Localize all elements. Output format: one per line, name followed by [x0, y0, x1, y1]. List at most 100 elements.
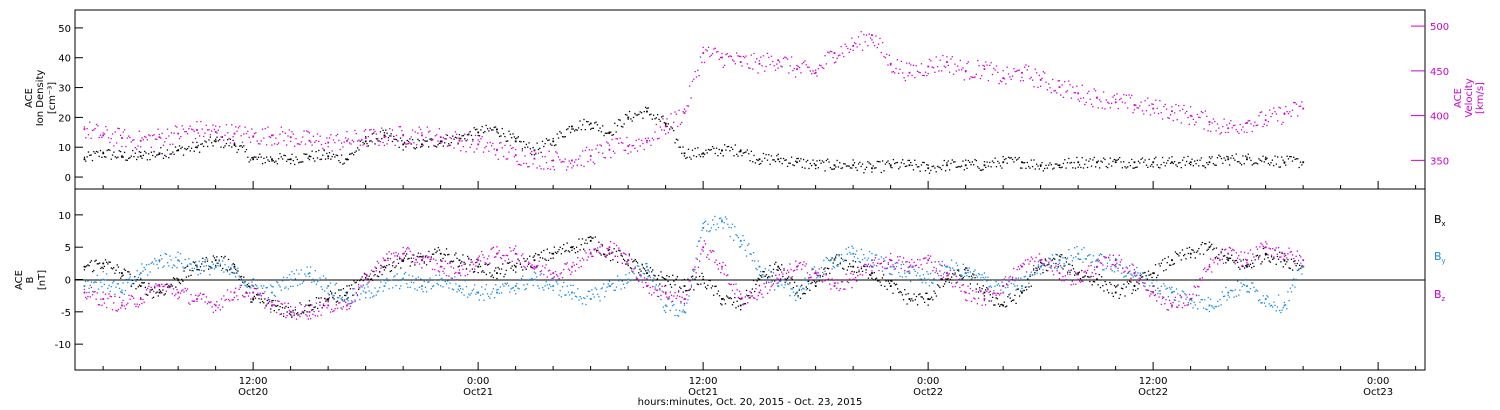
- ion-density-sample: [827, 158, 829, 160]
- ion-density-sample: [1198, 165, 1200, 167]
- velocity-sample: [778, 61, 781, 63]
- by-sample: [86, 291, 88, 294]
- bz-sample: [611, 251, 613, 254]
- by-sample: [1092, 255, 1095, 257]
- bx-sample: [478, 263, 480, 265]
- bz-sample: [615, 244, 618, 247]
- bx-sample: [1174, 251, 1177, 253]
- by-sample: [567, 291, 570, 293]
- velocity-sample: [690, 97, 692, 99]
- velocity-sample: [851, 37, 853, 39]
- bx-sample: [880, 284, 882, 287]
- ion-density-sample: [249, 159, 252, 161]
- velocity-sample: [694, 70, 696, 73]
- ion-density-sample: [243, 145, 245, 147]
- bx-sample: [456, 257, 458, 260]
- ion-density-sample: [912, 169, 915, 171]
- ion-density-sample: [639, 111, 641, 113]
- bz-sample: [282, 313, 285, 315]
- bz-point: [871, 265, 873, 268]
- ion-density-sample: [900, 162, 903, 164]
- by-sample: [1018, 279, 1021, 282]
- ion-density-sample: [450, 141, 453, 144]
- bz-sample: [709, 250, 711, 252]
- bz-sample: [247, 295, 250, 297]
- bx-sample: [851, 270, 853, 273]
- bx-sample: [902, 299, 905, 301]
- bz-sample: [193, 300, 196, 302]
- velocity-sample: [366, 145, 368, 147]
- bz-sample: [430, 258, 432, 260]
- by-sample: [557, 283, 559, 285]
- bx-sample: [1282, 266, 1284, 268]
- bz-point: [233, 291, 236, 294]
- ion-density-sample: [334, 156, 336, 158]
- by-sample: [1164, 285, 1166, 287]
- velocity-sample: [129, 136, 131, 139]
- velocity-sample: [1207, 130, 1209, 132]
- by-sample: [343, 300, 346, 302]
- by-sample: [929, 272, 932, 275]
- by-sample: [451, 288, 454, 290]
- velocity-sample: [1230, 120, 1232, 122]
- velocity-sample: [983, 65, 986, 67]
- bx-sample: [1023, 289, 1025, 292]
- bx-sample: [382, 266, 384, 268]
- by-sample: [400, 285, 402, 287]
- bx-sample: [236, 272, 238, 274]
- by-sample: [1207, 296, 1209, 299]
- bz-sample: [863, 264, 865, 267]
- by-sample: [414, 288, 416, 290]
- bz-sample: [878, 269, 880, 272]
- bx-sample: [947, 277, 949, 280]
- bz-sample: [819, 275, 822, 277]
- bx-sample: [372, 279, 374, 281]
- bx-point: [1246, 265, 1248, 268]
- velocity-sample: [853, 42, 856, 44]
- ion-density-sample: [869, 163, 872, 165]
- velocity-sample: [1285, 105, 1287, 108]
- by-sample: [151, 261, 154, 263]
- bz-sample: [572, 261, 574, 264]
- velocity-sample: [1010, 78, 1012, 81]
- bx-sample: [1256, 254, 1259, 256]
- bx-sample: [205, 256, 207, 259]
- bx-sample: [270, 308, 272, 310]
- by-sample: [943, 271, 946, 274]
- by-sample: [1068, 249, 1070, 251]
- by-sample: [618, 280, 620, 282]
- bz-sample: [674, 291, 676, 294]
- by-sample: [509, 291, 511, 293]
- by-sample: [656, 295, 659, 297]
- ion-density-sample: [1013, 161, 1015, 163]
- velocity-point: [627, 145, 630, 148]
- bz-sample: [805, 263, 807, 265]
- velocity-sample: [411, 129, 414, 131]
- bz-sample: [800, 268, 803, 270]
- bx-sample: [178, 281, 180, 284]
- velocity-sample: [536, 167, 538, 169]
- bz-sample: [217, 307, 219, 309]
- ion-density-sample: [1111, 165, 1113, 167]
- velocity-sample: [328, 137, 331, 139]
- bz-sample: [703, 240, 705, 242]
- velocity-sample: [746, 63, 749, 65]
- velocity-sample: [1239, 123, 1241, 126]
- velocity-sample: [844, 43, 846, 45]
- velocity-sample: [1064, 81, 1066, 83]
- by-sample: [270, 284, 272, 286]
- bx-sample: [572, 245, 574, 248]
- bz-sample: [797, 265, 799, 267]
- velocity-sample: [1273, 107, 1275, 109]
- velocity-sample: [552, 165, 554, 168]
- ion-density-sample: [847, 165, 849, 167]
- bx-sample: [489, 272, 491, 274]
- by-sample: [769, 276, 771, 278]
- by-sample: [1065, 258, 1068, 260]
- ion-density-sample: [362, 141, 364, 144]
- ion-density-sample: [1252, 163, 1255, 165]
- by-point: [908, 272, 911, 275]
- bz-sample: [653, 292, 655, 294]
- by-sample: [390, 279, 393, 281]
- bx-sample: [316, 307, 319, 310]
